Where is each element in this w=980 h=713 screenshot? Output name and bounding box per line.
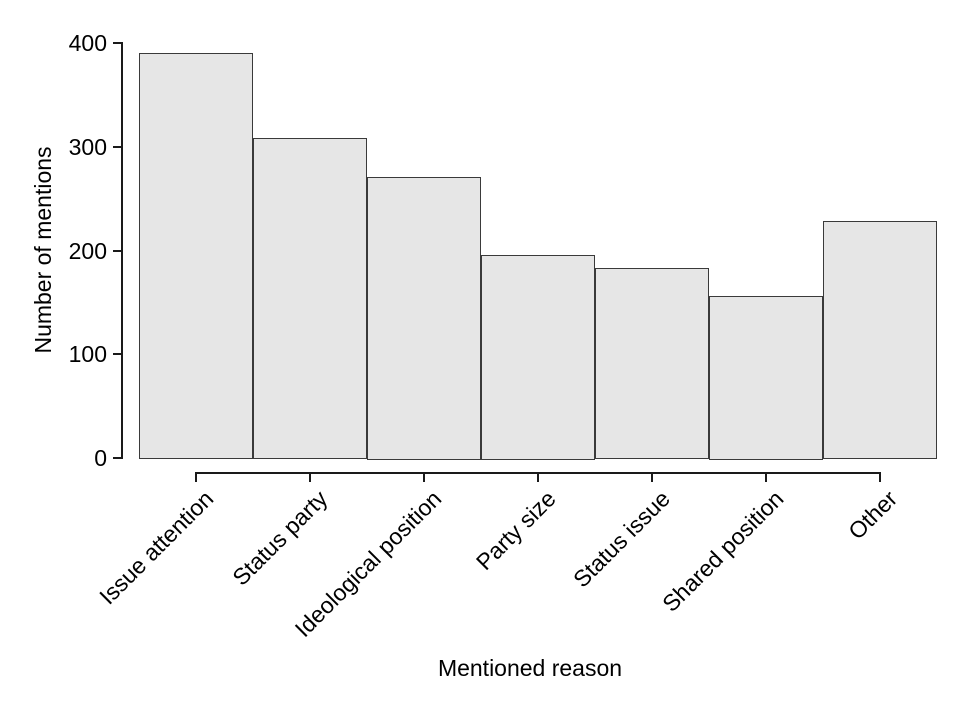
bar-other (823, 221, 937, 460)
bar-shared-position (709, 296, 823, 460)
y-axis-tick-label: 400 (68, 30, 107, 56)
y-axis-tick (112, 249, 121, 252)
x-axis-line (195, 472, 881, 474)
y-axis-tick-label: 200 (68, 237, 107, 264)
bar-status-issue (595, 268, 709, 460)
x-axis-tick (309, 474, 311, 482)
y-axis-tick-label: 0 (94, 445, 107, 471)
bar-status-party (253, 138, 367, 460)
x-axis-tick-label-other: Other (843, 485, 903, 545)
x-axis-tick (537, 474, 539, 482)
y-axis-tick-label: 100 (68, 341, 107, 368)
x-axis-tick (879, 474, 881, 482)
x-axis-title: Mentioned reason (437, 655, 623, 681)
y-axis-title: Number of mentions (30, 146, 56, 354)
y-axis-tick (112, 457, 121, 459)
x-axis-tick (195, 474, 197, 482)
x-axis-tick-label-party-size: Party size (470, 485, 561, 576)
bar-party-size (481, 254, 595, 460)
y-axis-tick (112, 145, 121, 148)
y-axis-tick (112, 353, 121, 356)
bar-ideological-position (367, 176, 481, 460)
y-axis-tick-label: 300 (68, 133, 107, 160)
x-axis-tick-label-status-issue: Status issue (567, 485, 675, 593)
y-axis-tick (112, 42, 121, 44)
bar-issue-attention (139, 53, 253, 460)
x-axis-tick-label-shared-position: Shared position (657, 485, 789, 617)
x-axis-tick (765, 474, 767, 482)
x-axis-tick-label-status-party: Status party (227, 485, 333, 591)
y-axis-line (120, 42, 123, 459)
x-axis-tick (423, 474, 425, 482)
x-axis-tick-label-issue-attention: Issue attention (94, 485, 219, 610)
x-axis-tick (651, 474, 653, 482)
